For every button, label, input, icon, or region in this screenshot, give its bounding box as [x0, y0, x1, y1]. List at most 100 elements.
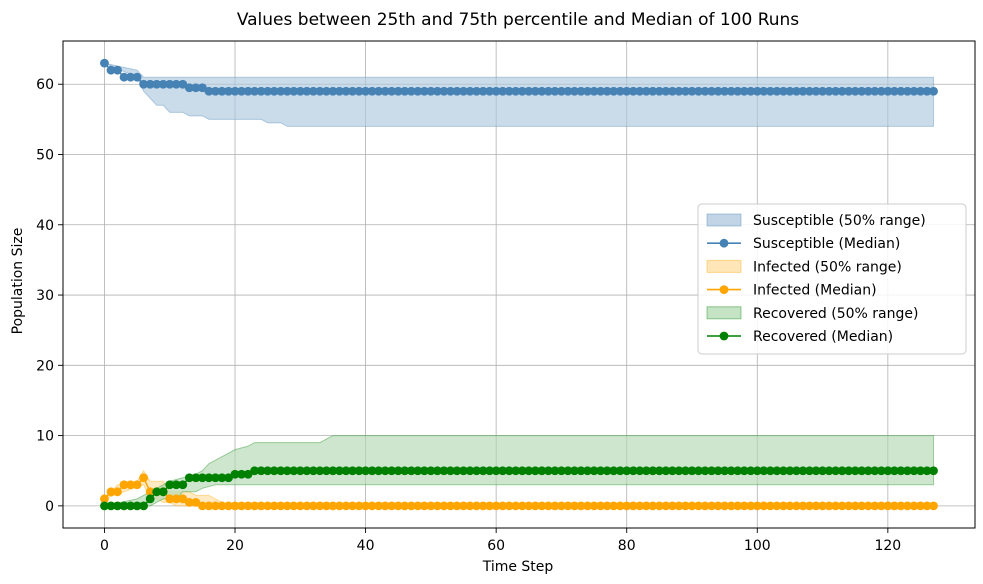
- recovered-median-point: [191, 473, 201, 483]
- susceptible-median-point: [119, 72, 129, 82]
- infected-median-swatch-marker: [719, 285, 729, 294]
- susceptible-median-point: [237, 86, 246, 96]
- infected-median-point: [844, 501, 854, 511]
- susceptible-median-point: [765, 86, 775, 96]
- recovered-median-point: [929, 466, 938, 476]
- susceptible-median-point: [746, 86, 756, 96]
- infected-median-point: [674, 501, 684, 511]
- recovered-median-point: [615, 466, 625, 476]
- susceptible-median-point: [126, 72, 135, 82]
- recovered-median-point: [289, 466, 299, 476]
- infected-median-point: [217, 501, 227, 511]
- recovered-median-point: [184, 473, 194, 483]
- susceptible-median-point: [269, 86, 279, 96]
- susceptible-median-point: [530, 86, 540, 96]
- susceptible-median-point: [511, 86, 521, 96]
- recovered-median-point: [602, 466, 612, 476]
- recovered-median-point: [759, 466, 769, 476]
- susceptible-median-point: [322, 86, 331, 96]
- recovered-median-point: [145, 494, 155, 504]
- recovered-band-swatch: [706, 306, 742, 320]
- susceptible-median-point: [654, 86, 664, 96]
- infected-median-point: [720, 501, 730, 511]
- susceptible-median-point: [302, 86, 312, 96]
- infected-median-point: [230, 501, 240, 511]
- infected-median-point: [126, 480, 135, 490]
- susceptible-median-point: [465, 86, 475, 96]
- infected-median-point: [622, 501, 632, 511]
- infected-median-point: [191, 497, 201, 507]
- susceptible-median-point: [171, 79, 181, 89]
- infected-median-point: [726, 501, 736, 511]
- susceptible-median-point: [576, 86, 586, 96]
- infected-median-point: [302, 501, 312, 511]
- recovered-median-point: [903, 466, 912, 476]
- recovered-median-point: [387, 466, 397, 476]
- infected-median-point: [100, 494, 109, 504]
- recovered-median-point: [250, 466, 260, 476]
- susceptible-median-point: [785, 86, 795, 96]
- recovered-median-point: [733, 466, 743, 476]
- recovered-median-point: [171, 480, 181, 490]
- susceptible-median-point: [485, 86, 495, 96]
- infected-median-point: [315, 501, 325, 511]
- recovered-median-point: [139, 501, 149, 511]
- infected-median-point: [883, 501, 893, 511]
- infected-median-point: [563, 501, 573, 511]
- infected-median-point: [419, 501, 429, 511]
- susceptible-median-point: [406, 86, 416, 96]
- susceptible-median-point: [889, 86, 899, 96]
- recovered-median-point: [654, 466, 664, 476]
- recovered-median-point: [426, 466, 436, 476]
- susceptible-median-point: [289, 86, 299, 96]
- infected-band-swatch: [706, 259, 742, 273]
- susceptible-median-point: [583, 86, 592, 96]
- infected-median-point: [361, 501, 370, 511]
- susceptible-median-point: [550, 86, 560, 96]
- susceptible-median-point: [452, 86, 462, 96]
- x-tick-label: 80: [618, 538, 636, 554]
- susceptible-median-point: [315, 86, 325, 96]
- infected-median-point: [178, 494, 188, 504]
- infected-median-point: [576, 501, 586, 511]
- susceptible-median-point: [498, 86, 508, 96]
- infected-median-point: [276, 501, 286, 511]
- susceptible-median-point: [308, 86, 318, 96]
- susceptible-median-point: [113, 65, 122, 75]
- susceptible-band-legend-label: Susceptible (50% range): [753, 213, 926, 229]
- infected-median-point: [282, 501, 292, 511]
- y-tick-label: 20: [36, 358, 54, 374]
- susceptible-median-point: [589, 86, 599, 96]
- infected-median-point: [524, 501, 534, 511]
- susceptible-median-point: [204, 86, 214, 96]
- infected-median-point: [550, 501, 560, 511]
- infected-median-point: [903, 501, 912, 511]
- susceptible-median-point: [870, 86, 880, 96]
- recovered-median-point: [889, 466, 899, 476]
- infected-median-point: [504, 501, 514, 511]
- recovered-median-point: [524, 466, 534, 476]
- infected-median-point: [778, 501, 788, 511]
- susceptible-median-point: [687, 86, 697, 96]
- recovered-median-point: [335, 466, 344, 476]
- susceptible-median-point: [726, 86, 736, 96]
- recovered-median-point: [792, 466, 801, 476]
- infected-median-point: [439, 501, 449, 511]
- susceptible-median-point: [628, 86, 638, 96]
- recovered-median-point: [641, 466, 651, 476]
- infected-median-point: [432, 501, 442, 511]
- infected-median-point: [831, 501, 841, 511]
- infected-median-point: [263, 501, 273, 511]
- susceptible-median-point: [276, 86, 286, 96]
- susceptible-median-point: [106, 65, 116, 75]
- recovered-median-point: [393, 466, 403, 476]
- infected-median-point: [792, 501, 801, 511]
- recovered-median-point: [909, 466, 919, 476]
- recovered-median-point: [583, 466, 592, 476]
- susceptible-median-point: [341, 86, 351, 96]
- susceptible-median-point: [733, 86, 743, 96]
- infected-median-point: [211, 501, 220, 511]
- legend: Susceptible (50% range) Susceptible (Medi…: [697, 203, 967, 355]
- recovered-median-point: [459, 466, 468, 476]
- recovered-median-point: [922, 466, 932, 476]
